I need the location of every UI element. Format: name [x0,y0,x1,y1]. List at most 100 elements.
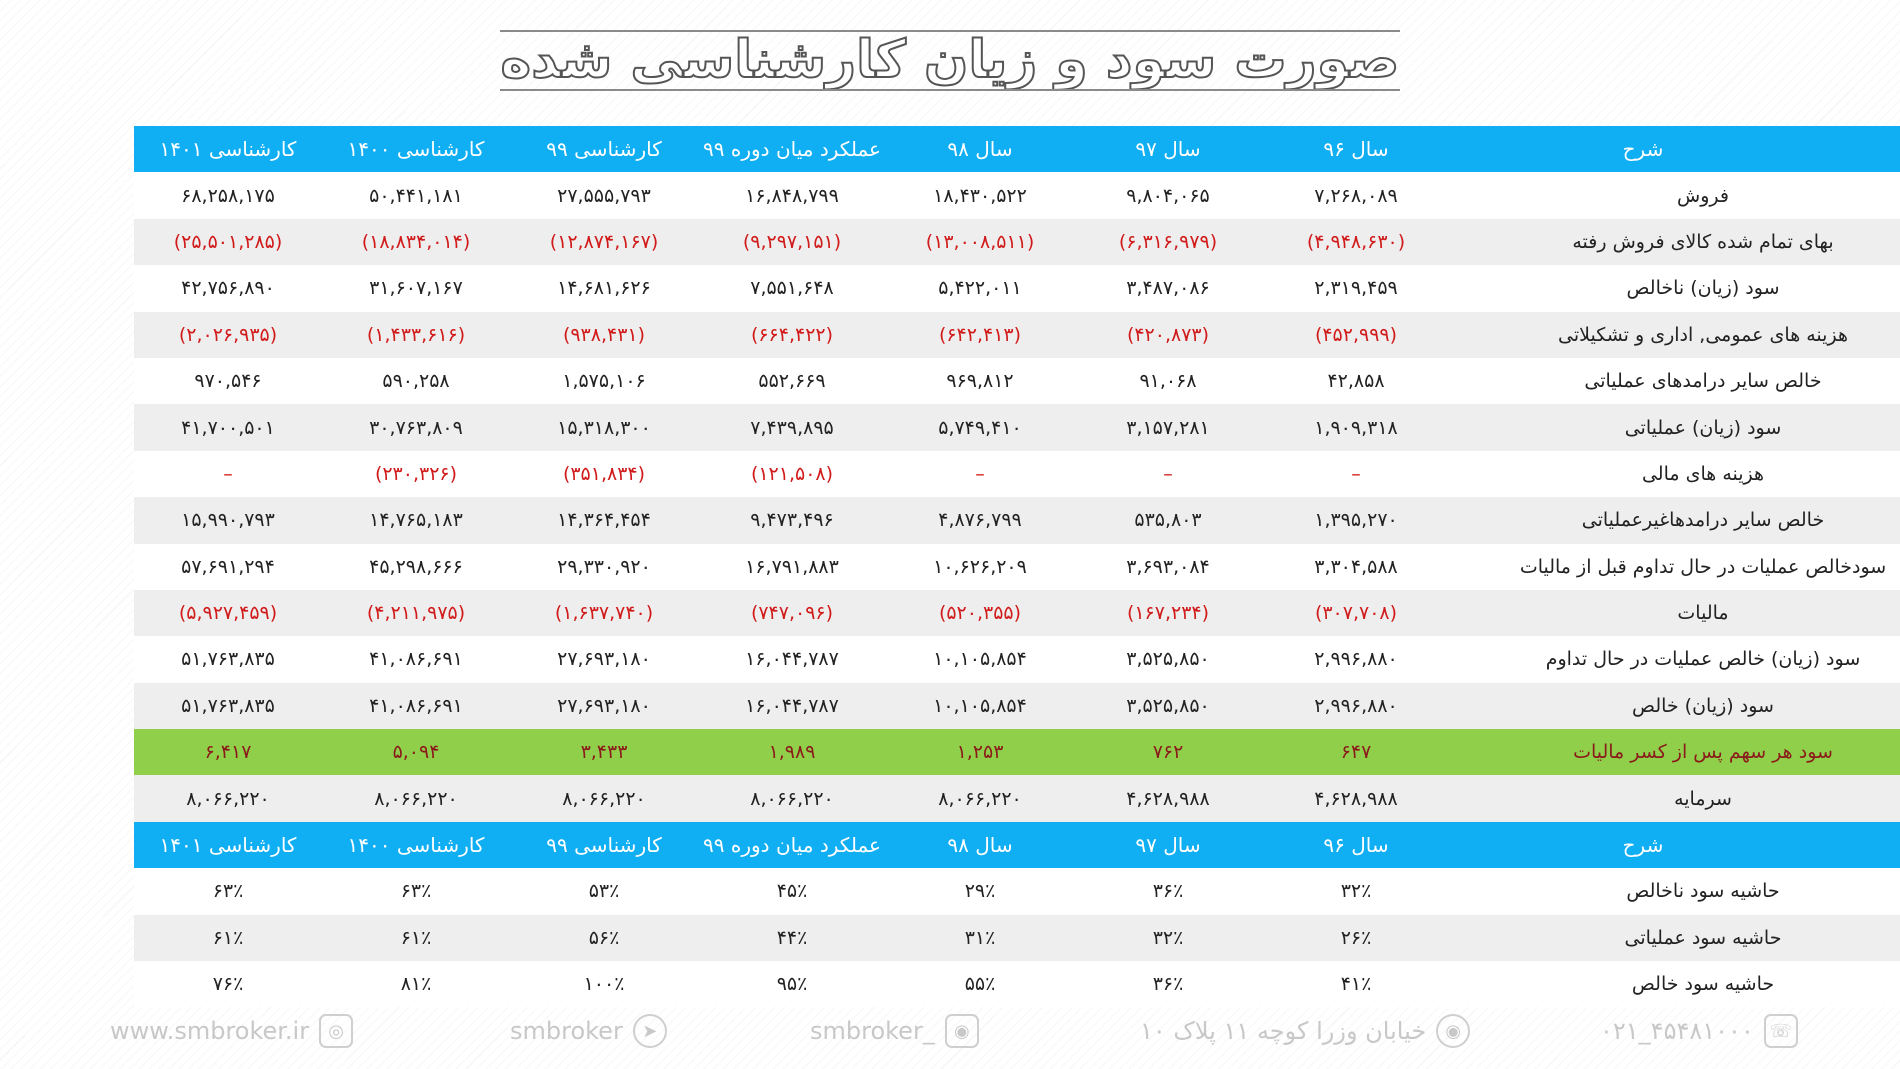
table-cell: ۵,۰۹۴ [322,729,510,776]
table-cell: (۲,۰۲۶,۹۳۵) [134,311,322,358]
table-cell: ۹۱,۰۶۸ [1074,357,1262,405]
column-header-description-text: شرح [1622,833,1664,858]
table-cell: (۵۲۰,۳۵۵) [886,589,1074,637]
table-cell: ۳,۵۲۵,۸۵۰ [1074,636,1262,683]
table-cell: ۳,۳۰۴,۵۸۸ [1262,543,1450,590]
table-cell: (۲۵,۵۰۱,۲۸۵) [134,218,322,266]
table-cell: ۱۴,۶۸۱,۶۲۶ [510,265,698,312]
footer-instagram[interactable]: smbroker_ ◉ [810,1014,979,1048]
table-cell: ۵۷,۶۹۱,۲۹۴ [134,543,322,590]
table-header-row: کارشناسی ۱۴۰۱ کارشناسی ۱۴۰۰ کارشناسی ۹۹ عمل… [134,821,1900,869]
table-row: ۴۱,۷۰۰,۵۰۱ ۳۰,۷۶۳,۸۰۹ ۱۵,۳۱۸,۳۰۰ ۷,۴۳۹,۸۹۵ ۵… [134,404,1900,451]
column-header: کارشناسی ۱۴۰۰ [322,126,510,173]
table-cell: ۳۰,۷۶۳,۸۰۹ [322,404,510,451]
table-row: ۶۳٪ ۶۳٪ ۵۳٪ ۴۵٪ ۲۹٪ ۳۶٪ ۳۲٪ حاشیه سود ناخالص [134,868,1900,915]
table-cell: ۳۶٪ [1074,961,1262,1008]
table-cell: ۹۵٪ [698,961,886,1008]
column-header: عملکرد میان دوره ۹۹ [698,126,886,173]
table-cell: ۸,۰۶۶,۲۲۰ [886,775,1074,822]
table-cell: ۸,۰۶۶,۲۲۰ [698,775,886,822]
table-cell: ۱,۲۵۳ [886,729,1074,776]
table-cell: ۴۱,۰۸۶,۶۹۱ [322,636,510,683]
table-row: ۶,۴۱۷ ۵,۰۹۴ ۳,۴۳۳ ۱,۹۸۹ ۱,۲۵۳ ۷۶۲ ۶۴۷ سود هر سه… [134,729,1900,776]
footer-website[interactable]: www.smbroker.ir ◎ [110,1014,354,1048]
table-cell: ۶۸,۲۵۸,۱۷۵ [134,172,322,219]
row-label: سود (زیان) خالص عملیات در حال تداوم [1450,636,1900,683]
table-cell: ۳,۴۸۷,۰۸۶ [1074,265,1262,312]
column-header-description-text: شرح [1622,137,1664,162]
column-header: کارشناسی ۹۹ [510,126,698,173]
table-row: (۲۵,۵۰۱,۲۸۵) (۱۸,۸۳۴,۰۱۴) (۱۲,۸۷۴,۱۶۷) (۹,۲… [134,218,1900,266]
table-cell: ۵۱,۷۶۳,۸۳۵ [134,682,322,730]
table-cell: ۲,۹۹۶,۸۸۰ [1262,636,1450,683]
table-cell: ۴۵٪ [698,868,886,915]
telegram-icon: ➤ [632,1014,667,1048]
table-cell: (۱,۶۳۷,۷۴۰) [510,589,698,637]
table-row: ۶۱٪ ۶۱٪ ۵۶٪ ۴۴٪ ۳۱٪ ۳۲٪ ۲۶٪ حاشیه سود عملیاتی [134,914,1900,962]
table-cell: ۱۶,۷۹۱,۸۸۳ [698,543,886,590]
table-cell: ۴۲,۷۵۶,۸۹۰ [134,265,322,312]
table-cell: (۲۳۰,۳۲۶) [322,450,510,498]
footer-telegram-text: smbroker [510,1017,623,1045]
table-cell: ۲۷,۶۹۳,۱۸۰ [510,682,698,730]
table-cell: (۳۰۷,۷۰۸) [1262,589,1450,637]
table-cell: ۴۱٪ [1262,961,1450,1008]
table-cell: ۵۳۵,۸۰۳ [1074,497,1262,544]
table-cell: ۳۲٪ [1262,868,1450,915]
row-label: خالص سایر درامدهای عملیاتی [1450,357,1900,405]
table-cell: (۴,۲۱۱,۹۷۵) [322,589,510,637]
table-cell: ۴,۸۷۶,۷۹۹ [886,497,1074,544]
row-label: حاشیه سود خالص [1450,961,1900,1008]
table-cell: ۲۷,۶۹۳,۱۸۰ [510,636,698,683]
page-title: صورت سود و زیان کارشناسی شده [500,30,1403,90]
table-cell: ۵۱,۷۶۳,۸۳۵ [134,636,322,683]
table-row: ۹۷۰,۵۴۶ ۵۹۰,۲۵۸ ۱,۵۷۵,۱۰۶ ۵۵۲,۶۶۹ ۹۶۹,۸۱۲ ۹۱,… [134,357,1900,405]
table-cell: ۱۰۰٪ [510,961,698,1008]
column-header: سال ۹۷ [1074,126,1262,173]
table-cell: ۱,۳۹۵,۲۷۰ [1262,497,1450,544]
table-cell: ۵۵۲,۶۶۹ [698,357,886,405]
table-cell: ۷,۴۳۹,۸۹۵ [698,404,886,451]
table-cell: – [886,450,1074,498]
table-cell: ۳,۱۵۷,۲۸۱ [1074,404,1262,451]
table-cell: (۱۸,۸۳۴,۰۱۴) [322,218,510,266]
column-header: عملکرد میان دوره ۹۹ [698,821,886,869]
footer-telegram[interactable]: smbroker ➤ [510,1014,667,1048]
table-cell: ۱۴,۷۶۵,۱۸۳ [322,497,510,544]
title-rule-bottom [500,89,1400,91]
table-cell: ۱۰,۱۰۵,۸۵۴ [886,636,1074,683]
column-header: کارشناسی ۱۴۰۱ [134,821,322,869]
table-row: ۱۵,۹۹۰,۷۹۳ ۱۴,۷۶۵,۱۸۳ ۱۴,۳۶۴,۴۵۴ ۹,۴۷۳,۴۹۶ ۴… [134,497,1900,544]
footer-phone: ۰۲۱_۴۵۴۸۱۰۰۰ ☏ [1600,1014,1798,1048]
table-cell: ۸۱٪ [322,961,510,1008]
table-header-row: کارشناسی ۱۴۰۱ کارشناسی ۱۴۰۰ کارشناسی ۹۹ عمل… [134,126,1900,173]
table-cell: ۳۱٪ [886,914,1074,962]
instagram-icon: ◉ [944,1014,979,1048]
column-header: کارشناسی ۹۹ [510,821,698,869]
table-cell: ۸,۰۶۶,۲۲۰ [322,775,510,822]
table-cell: ۱۸,۴۳۰,۵۲۲ [886,172,1074,219]
table-cell: ۹,۴۷۳,۴۹۶ [698,497,886,544]
table-cell: ۶۱٪ [322,914,510,962]
row-label: سود هر سهم پس از کسر مالیات [1450,729,1900,776]
table-row: – (۲۳۰,۳۲۶) (۳۵۱,۸۳۴) (۱۲۱,۵۰۸) – – – هزینه های… [134,450,1900,498]
column-header-description: شرح [1450,126,1900,173]
row-label: خالص سایر درامدهاغیرعملیاتی [1450,497,1900,544]
table-cell: ۵,۴۲۲,۰۱۱ [886,265,1074,312]
table-cell: (۱۶۷,۲۳۴) [1074,589,1262,637]
table-cell: ۸,۰۶۶,۲۲۰ [510,775,698,822]
table-cell: (۹۳۸,۴۳۱) [510,311,698,358]
table-cell: ۵۹۰,۲۵۸ [322,357,510,405]
table-cell: ۱۶,۸۴۸,۷۹۹ [698,172,886,219]
table-cell: ۵۳٪ [510,868,698,915]
table-row: ۸,۰۶۶,۲۲۰ ۸,۰۶۶,۲۲۰ ۸,۰۶۶,۲۲۰ ۸,۰۶۶,۲۲۰ ۸,۰۶… [134,775,1900,822]
column-header: کارشناسی ۱۴۰۰ [322,821,510,869]
table-cell: ۲,۹۹۶,۸۸۰ [1262,682,1450,730]
row-label: هزینه های مالی [1450,450,1900,498]
table-cell: (۶۴۲,۴۱۳) [886,311,1074,358]
table-cell: ۴۲,۸۵۸ [1262,357,1450,405]
table-cell: (۴۵۲,۹۹۹) [1262,311,1450,358]
table-cell: ۱۵,۹۹۰,۷۹۳ [134,497,322,544]
table-cell: ۲,۳۱۹,۴۵۹ [1262,265,1450,312]
table-row: ۵۱,۷۶۳,۸۳۵ ۴۱,۰۸۶,۶۹۱ ۲۷,۶۹۳,۱۸۰ ۱۶,۰۴۴,۷۸۷… [134,636,1900,683]
